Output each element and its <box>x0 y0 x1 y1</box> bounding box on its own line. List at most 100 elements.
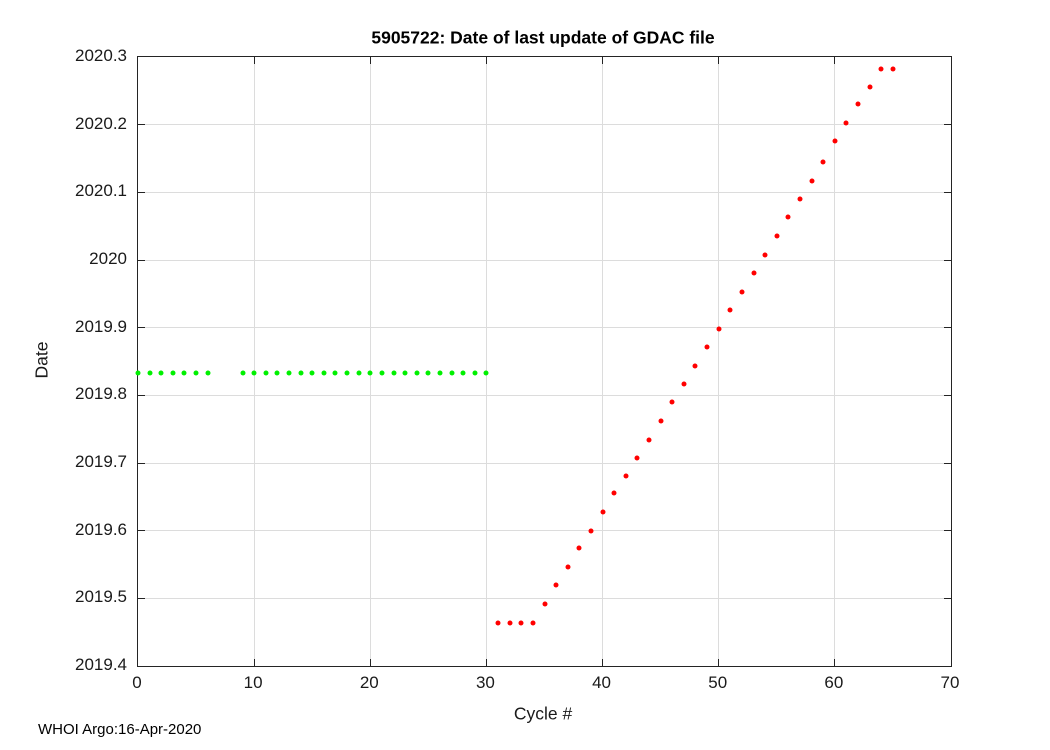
data-point <box>240 370 246 376</box>
data-point <box>646 437 652 443</box>
y-tick-label: 2019.5 <box>75 587 127 607</box>
chart-title: 5905722: Date of last update of GDAC fil… <box>371 27 715 48</box>
x-gridline <box>602 57 604 666</box>
data-point <box>785 214 791 220</box>
x-tick-label: 70 <box>940 673 960 692</box>
x-tick-label: 60 <box>824 673 844 692</box>
y-tick-label: 2020.1 <box>75 181 127 201</box>
data-point <box>634 455 640 461</box>
data-point <box>379 370 385 376</box>
x-gridline <box>369 57 371 666</box>
x-tick-label: 30 <box>475 673 495 692</box>
y-tick-mark <box>138 530 145 532</box>
y-tick-label: 2020.2 <box>75 113 127 133</box>
data-point <box>356 370 362 376</box>
data-point <box>170 370 176 376</box>
x-gridline <box>834 57 836 666</box>
data-point <box>518 620 524 626</box>
data-point <box>263 370 269 376</box>
x-tick-mark <box>369 659 371 666</box>
y-tick-mark <box>944 259 951 261</box>
x-tick-mark <box>602 659 604 666</box>
data-point <box>181 370 187 376</box>
data-point <box>878 66 884 71</box>
y-tick-mark <box>944 327 951 329</box>
data-point <box>460 370 466 376</box>
x-tick-mark <box>485 57 487 64</box>
data-point <box>449 370 455 376</box>
x-tick-mark <box>369 57 371 64</box>
y-axis-label: Date <box>31 341 52 379</box>
data-point <box>623 473 629 479</box>
y-tick-mark <box>138 191 145 193</box>
x-tick-mark <box>485 659 487 666</box>
y-tick-mark <box>944 124 951 126</box>
y-gridline <box>138 530 951 532</box>
data-point <box>286 370 292 376</box>
x-tick-mark <box>834 57 836 64</box>
data-point <box>437 370 443 376</box>
y-tick-mark <box>944 394 951 396</box>
data-point <box>692 363 698 369</box>
y-tick-mark <box>944 191 951 193</box>
data-point <box>890 66 896 71</box>
data-point <box>843 120 849 126</box>
x-tick-mark <box>718 659 720 666</box>
data-point <box>309 370 315 376</box>
data-point <box>832 138 838 144</box>
y-gridline <box>138 191 951 193</box>
y-gridline <box>138 394 951 396</box>
data-point <box>867 84 873 90</box>
data-point <box>716 326 722 332</box>
data-point <box>565 564 571 570</box>
y-tick-label: 2019.6 <box>75 519 127 539</box>
y-gridline <box>138 124 951 126</box>
data-point <box>797 196 803 202</box>
x-tick-mark <box>602 57 604 64</box>
data-point <box>344 370 350 376</box>
data-point <box>855 101 861 107</box>
data-point <box>332 370 338 376</box>
y-tick-label: 2020.3 <box>75 46 127 65</box>
y-gridline <box>138 597 951 599</box>
x-tick-label: 20 <box>359 673 379 692</box>
data-point <box>251 370 257 376</box>
data-point <box>274 370 280 376</box>
footer-annotation: WHOI Argo:16-Apr-2020 <box>38 721 202 738</box>
data-point <box>600 509 606 515</box>
data-point <box>205 370 211 376</box>
data-point <box>669 399 675 405</box>
x-tick-mark <box>253 57 255 64</box>
x-tick-label: 50 <box>708 673 728 692</box>
x-tick-mark <box>253 659 255 666</box>
y-tick-label: 2019.9 <box>75 316 127 336</box>
y-gridline <box>138 327 951 329</box>
y-tick-mark <box>138 597 145 599</box>
y-tick-mark <box>944 597 951 599</box>
data-point <box>321 370 327 376</box>
data-point <box>147 370 153 376</box>
x-gridline <box>253 57 255 666</box>
y-tick-mark <box>138 394 145 396</box>
y-gridline <box>138 259 951 261</box>
y-tick-mark <box>138 124 145 126</box>
x-gridline <box>485 57 487 666</box>
data-point <box>135 370 141 376</box>
data-point <box>658 418 664 424</box>
data-point <box>158 370 164 376</box>
data-point <box>553 582 559 588</box>
data-point <box>425 370 431 376</box>
data-point <box>727 307 733 313</box>
data-point <box>576 545 582 551</box>
data-point <box>681 381 687 387</box>
y-tick-mark <box>944 462 951 464</box>
y-tick-mark <box>944 530 951 532</box>
x-axis-label: Cycle # <box>513 703 573 724</box>
data-point <box>507 620 513 626</box>
x-tick-label: 10 <box>243 673 263 692</box>
data-point <box>298 370 304 376</box>
data-point <box>367 370 373 376</box>
data-point <box>530 620 536 626</box>
data-point <box>774 233 780 239</box>
